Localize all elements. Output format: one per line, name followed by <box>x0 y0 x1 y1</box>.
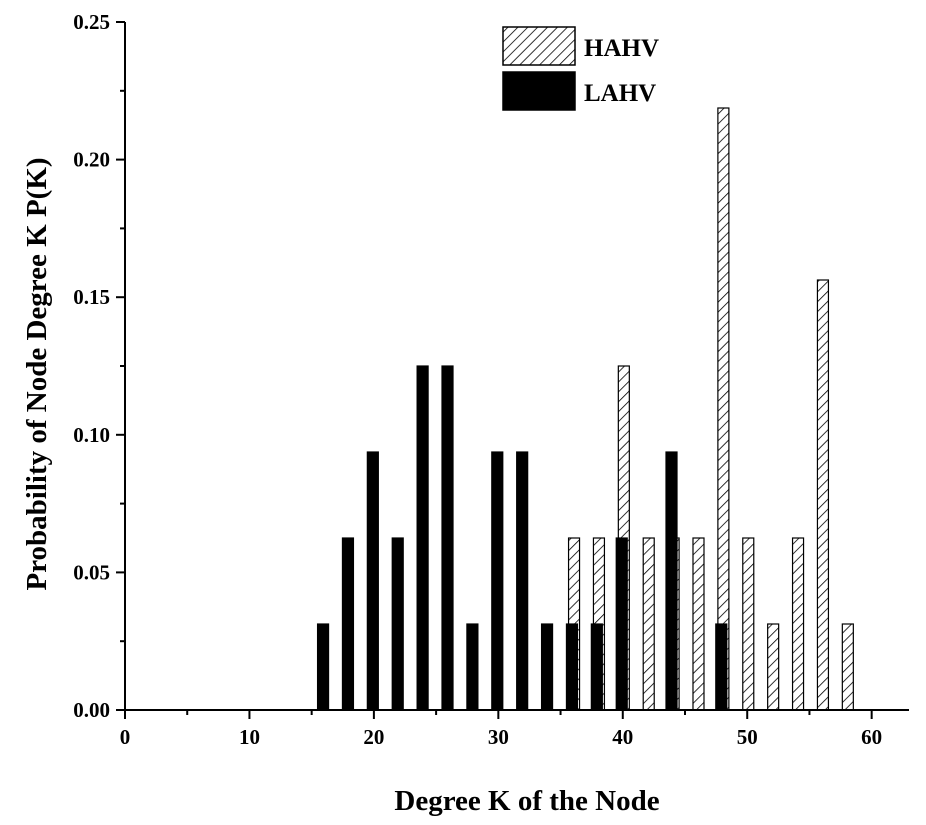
y-tick-label: 0.20 <box>73 148 110 172</box>
bar-lahv <box>516 451 529 711</box>
x-tick-label: 50 <box>737 725 758 749</box>
bar-hahv <box>816 279 830 711</box>
bar-lahv <box>391 537 404 711</box>
legend-swatch-lahv <box>502 71 576 111</box>
y-tick-label: 0.00 <box>73 698 110 722</box>
y-axis-title: Probability of Node Degree K P(K) <box>21 157 53 590</box>
x-tick-label: 0 <box>120 725 131 749</box>
y-tick-label: 0.25 <box>73 10 110 34</box>
bar-lahv <box>341 537 355 711</box>
bar-hahv <box>642 537 655 711</box>
bar-hahv <box>791 537 805 711</box>
series-hahv-bars <box>567 107 854 711</box>
y-tick-label: 0.15 <box>73 285 110 309</box>
bar-hahv <box>767 623 780 711</box>
bar-lahv <box>441 365 454 711</box>
x-tick-label: 60 <box>861 725 882 749</box>
legend-label-hahv: HAHV <box>584 35 659 62</box>
bar-hahv <box>717 107 730 711</box>
legend: HAHV LAHV <box>502 26 659 111</box>
x-axis-title: Degree K of the Node <box>394 785 659 817</box>
bar-lahv <box>715 623 728 711</box>
series-lahv-bars <box>316 365 728 711</box>
y-tick-label: 0.05 <box>73 560 110 584</box>
y-tick-label: 0.10 <box>73 423 110 447</box>
legend-label-lahv: LAHV <box>584 80 656 107</box>
bar-lahv <box>316 623 330 711</box>
bar-hahv <box>692 537 705 711</box>
x-tick-label: 10 <box>239 725 260 749</box>
x-tick-label: 30 <box>488 725 509 749</box>
bar-lahv <box>590 623 603 711</box>
y-axis-ticks: 0.00 0.05 0.10 0.15 0.20 0.25 <box>73 10 125 722</box>
x-tick-label: 40 <box>612 725 633 749</box>
bar-lahv <box>665 451 678 711</box>
bar-lahv <box>366 451 379 711</box>
legend-swatch-hahv <box>502 26 576 66</box>
bar-hahv <box>841 623 854 711</box>
bar-lahv <box>565 623 579 711</box>
bar-lahv <box>466 623 479 711</box>
x-axis-ticks: 0 10 20 30 40 50 60 <box>120 710 882 749</box>
bar-lahv <box>615 537 628 711</box>
bar-lahv <box>491 451 504 711</box>
bar-lahv <box>540 623 554 711</box>
bar-hahv <box>742 537 755 711</box>
x-tick-label: 20 <box>363 725 384 749</box>
bar-lahv <box>416 365 429 711</box>
